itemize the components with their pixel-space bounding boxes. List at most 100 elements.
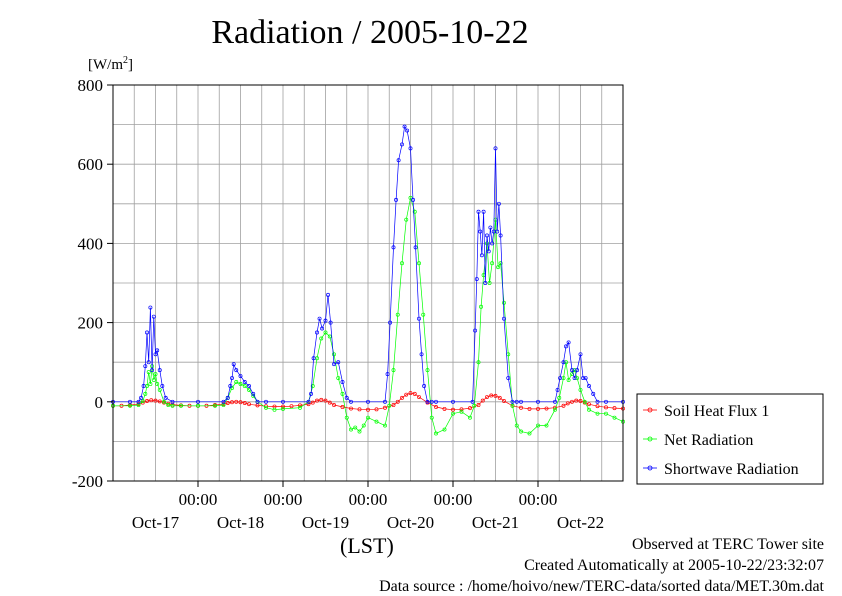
net-point (281, 406, 285, 411)
soil-point (349, 406, 353, 411)
soil-point (306, 402, 311, 407)
day-label: Oct-20 (387, 513, 434, 532)
shortwave-point (315, 330, 319, 335)
shortwave-point (429, 399, 434, 404)
net-point (514, 423, 519, 428)
net-point (146, 370, 151, 375)
shortwave-line (113, 125, 623, 403)
shortwave-point (411, 197, 415, 202)
shortwave-point (591, 391, 596, 396)
shortwave-point (434, 399, 438, 404)
legend-box (636, 393, 824, 485)
shortwave-point (323, 318, 328, 323)
shortwave-point (385, 372, 390, 377)
footer-data-source: Data source : /home/hoivo/new/TERC-data/… (379, 578, 824, 595)
net-point (527, 431, 532, 436)
shortwave-point (150, 368, 155, 373)
net-point (153, 372, 158, 377)
net-point (468, 415, 472, 420)
net-point (361, 423, 366, 428)
legend-soil-label: Soil Heat Flux 1 (664, 403, 769, 420)
legend: Soil Heat Flux 1 Net Radiation Shortwave R… (636, 393, 824, 485)
soil-point (565, 401, 570, 406)
day-label: Oct-21 (472, 513, 519, 532)
net-point (353, 425, 358, 430)
soil-point (225, 401, 230, 405)
shortwave-point (163, 395, 168, 400)
soil-point (255, 403, 260, 408)
net-point (327, 334, 332, 339)
shortwave-point (566, 340, 571, 345)
net-point (391, 368, 396, 373)
shortwave-point (485, 233, 489, 238)
soil-point (476, 403, 481, 407)
soil-point (519, 405, 523, 410)
soil-point (480, 398, 485, 403)
day-label: Oct-17 (132, 513, 180, 532)
soil-point (340, 404, 345, 409)
net-point (490, 261, 495, 266)
net-point (323, 330, 328, 335)
soil-point (170, 402, 175, 407)
net-point (148, 382, 153, 386)
net-point (566, 378, 571, 382)
legend-net-label: Net Radiation (664, 432, 753, 449)
shortwave-point (170, 399, 175, 404)
net-point (400, 261, 404, 266)
net-point (213, 403, 217, 408)
x-tick-label: 00:00 (264, 490, 303, 509)
soil-point (153, 398, 158, 403)
shortwave-point (488, 225, 493, 230)
net-point (442, 427, 447, 432)
net-point (344, 415, 349, 420)
shortwave-point (479, 253, 484, 258)
legend-shortwave-marker (647, 465, 653, 471)
shortwave-point (344, 395, 349, 400)
shortwave-point (419, 352, 424, 357)
net-point (587, 407, 591, 412)
shortwave-point (478, 229, 483, 234)
shortwave-point (405, 128, 410, 133)
net-point (238, 382, 243, 386)
axes: -200 0 200 400 600 800 00:00 00:00 00:00 00:00 00:… (72, 55, 624, 532)
shortwave-point (481, 209, 486, 214)
shortwave-point (495, 229, 500, 234)
net-point (162, 399, 166, 404)
soil-point (442, 406, 447, 411)
day-label: Oct-22 (557, 513, 604, 532)
shortwave-point (238, 374, 243, 379)
net-point (157, 387, 162, 392)
shortwave-point (311, 356, 316, 361)
footer-observed: Observed at TERC Tower site (631, 536, 824, 553)
soil-point (374, 407, 379, 412)
shortwave-point (196, 399, 200, 404)
shortwave-point (143, 364, 148, 369)
soil-point (459, 407, 464, 412)
soil-point (319, 397, 324, 402)
soil-point (587, 402, 591, 407)
shortwave-point (558, 376, 563, 380)
shortwave-point (496, 201, 501, 206)
shortwave-point (340, 380, 345, 384)
shortwave-point (604, 399, 608, 404)
soil-point (412, 391, 417, 396)
shortwave-point (234, 368, 239, 373)
soil-point (149, 398, 154, 403)
net-point (319, 336, 324, 341)
net-point (421, 312, 426, 317)
soil-point (570, 399, 574, 404)
shortwave-point (502, 316, 506, 321)
shortwave-point (281, 399, 285, 404)
net-point (298, 405, 302, 410)
net-point (544, 423, 549, 428)
net-point (434, 431, 438, 436)
shortwave-point (506, 376, 511, 380)
shortwave-point (396, 158, 401, 163)
shortwave-point (581, 376, 586, 380)
shortwave-point (490, 241, 495, 246)
net-point (196, 403, 200, 408)
soil-point (574, 398, 579, 403)
soil-point (289, 404, 294, 409)
grid (113, 84, 623, 482)
shortwave-point (470, 399, 475, 404)
